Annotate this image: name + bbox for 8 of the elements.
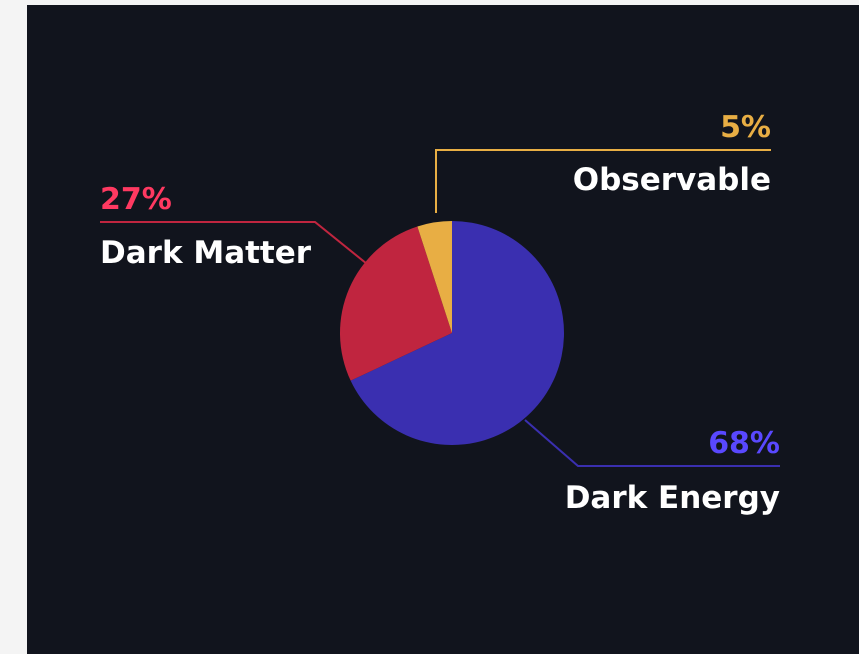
data-label: 5%: [720, 110, 771, 145]
pie-slice: [417, 221, 452, 333]
pie-slice: [350, 221, 564, 445]
data-label: 27%: [100, 182, 172, 217]
slice-label: Observable: [572, 162, 771, 198]
data-label: 68%: [708, 426, 780, 461]
slice-label: Dark Matter: [100, 235, 312, 271]
slice-label: Dark Energy: [564, 480, 780, 516]
